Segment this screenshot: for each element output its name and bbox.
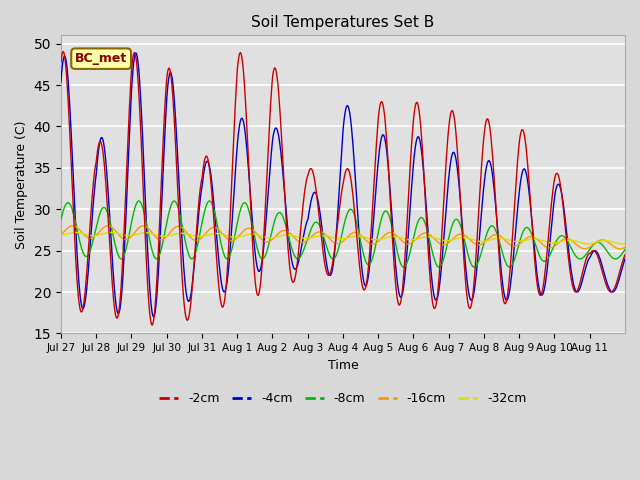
X-axis label: Time: Time — [328, 359, 358, 372]
Y-axis label: Soil Temperature (C): Soil Temperature (C) — [15, 120, 28, 249]
Title: Soil Temperatures Set B: Soil Temperatures Set B — [252, 15, 435, 30]
Legend: -2cm, -4cm, -8cm, -16cm, -32cm: -2cm, -4cm, -8cm, -16cm, -32cm — [154, 387, 531, 410]
Text: BC_met: BC_met — [75, 52, 127, 65]
